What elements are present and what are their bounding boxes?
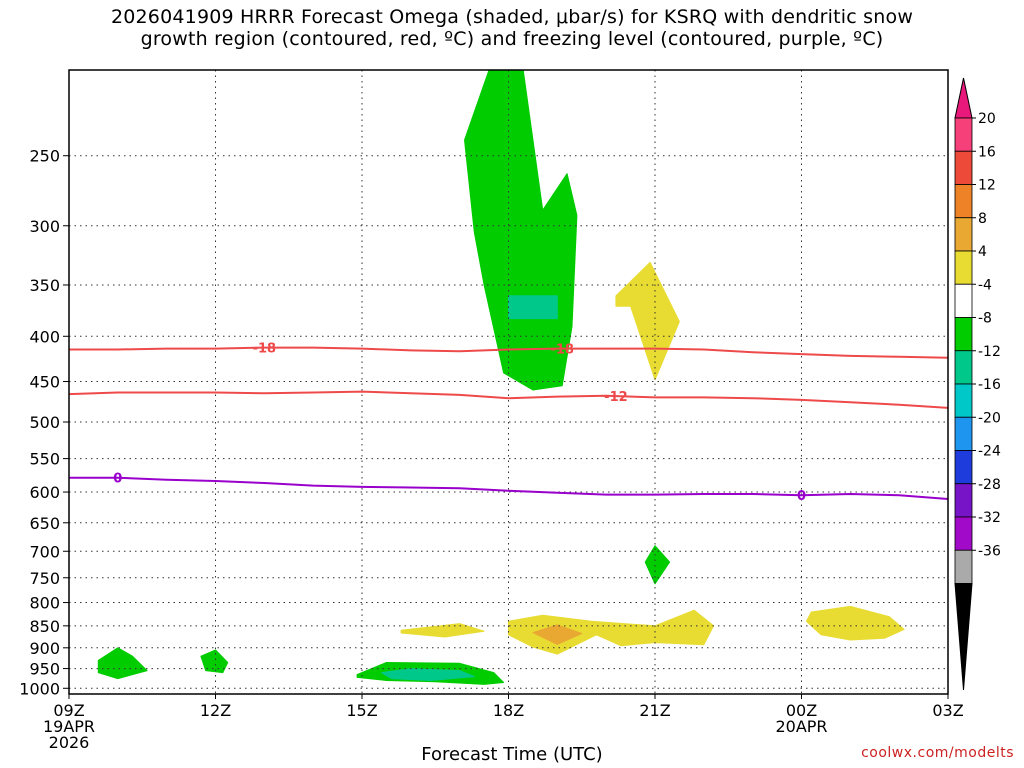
colorbar-bin-11	[954, 483, 973, 518]
colorbar-bin-9	[954, 416, 973, 451]
omega-region-1	[508, 295, 558, 320]
colorbar-bin-0	[954, 117, 973, 152]
y-tick-label-650: 650	[29, 514, 60, 533]
contour-label-0-1: 0	[797, 489, 806, 504]
credit-text: coolwx.com/modelts	[861, 745, 1014, 761]
y-tick-label-550: 550	[29, 450, 60, 469]
chart-title: 2026041909 HRRR Forecast Omega (shaded, …	[0, 6, 1024, 50]
contour-label--18-1: -18	[550, 343, 574, 358]
y-tick-label-900: 900	[29, 639, 60, 658]
colorbar-label--12: -12	[978, 344, 1001, 360]
colorbar-label-4: 4	[978, 244, 987, 260]
y-tick-label-300: 300	[29, 217, 60, 236]
colorbar-label-16: 16	[978, 144, 996, 160]
y-tick-label-950: 950	[29, 660, 60, 679]
contour-line--18	[69, 346, 949, 359]
colorbar-label-20: 20	[978, 111, 996, 127]
omega-region-9	[200, 649, 229, 674]
colorbar-bin-6	[954, 317, 973, 352]
colorbar-bin-1	[954, 150, 973, 185]
colorbar-label--36: -36	[978, 543, 1001, 559]
x-tick-label-20APR: 20APR	[775, 717, 827, 736]
colorbar-label--20: -20	[978, 410, 1001, 426]
colorbar-bin-2	[954, 184, 973, 219]
x-tick-label-2026: 2026	[49, 733, 90, 752]
colorbar-bin-5	[954, 283, 973, 318]
x-tick-label-09Z: 09Z	[53, 701, 84, 720]
colorbar-label--8: -8	[978, 311, 992, 327]
omega-region-7	[805, 605, 905, 641]
colorbar-bin-12	[954, 516, 973, 551]
y-tick-label-250: 250	[29, 147, 60, 166]
x-tick-label-00Z: 00Z	[786, 701, 817, 720]
colorbar-bin-13	[954, 549, 973, 584]
colorbar-label-12: 12	[978, 178, 996, 194]
x-tick-label-03Z: 03Z	[932, 701, 963, 720]
chart-title-line-2: growth region (contoured, red, ºC) and f…	[140, 28, 884, 50]
x-axis-label: Forecast Time (UTC)	[421, 744, 603, 765]
contour-line-0	[69, 476, 949, 500]
contour-line--12	[68, 390, 949, 409]
x-tick-label-18Z: 18Z	[493, 701, 524, 720]
y-tick-label-450: 450	[29, 373, 60, 392]
omega-region-4	[400, 623, 485, 638]
y-tick-label-400: 400	[29, 327, 60, 346]
colorbar-label--16: -16	[978, 377, 1001, 393]
colorbar-label-8: 8	[978, 211, 987, 227]
colorbar-bin-3	[954, 217, 973, 252]
contour-label--12-0: -12	[604, 390, 628, 405]
colorbar-bin-10	[954, 450, 973, 485]
x-tick-label-12Z: 12Z	[200, 701, 231, 720]
colorbar-label--28: -28	[978, 477, 1001, 493]
colorbar-bin-7	[954, 350, 973, 385]
colorbar-bin-8	[954, 383, 973, 418]
omega-region-6	[532, 624, 583, 645]
colorbar-label--4: -4	[978, 277, 992, 293]
colorbar-label--32: -32	[978, 510, 1001, 526]
x-tick-label-21Z: 21Z	[639, 701, 670, 720]
x-tick-label-19APR: 19APR	[43, 717, 95, 736]
y-tick-label-700: 700	[29, 542, 60, 561]
pressure-axis: 250 300 350 400 450 500 550 600 650 700 750 800 850 9…	[19, 147, 69, 698]
contour-label--18-0: -18	[253, 342, 277, 357]
x-tick-label-15Z: 15Z	[346, 701, 377, 720]
y-tick-label-850: 850	[29, 617, 60, 636]
omega-region-3	[644, 545, 671, 585]
y-tick-label-600: 600	[29, 483, 60, 502]
y-tick-label-800: 800	[29, 594, 60, 613]
y-tick-label-750: 750	[29, 569, 60, 588]
grid-layer	[68, 70, 949, 694]
y-tick-label-350: 350	[29, 276, 60, 295]
colorbar-top-arrow	[954, 77, 973, 119]
contour-layer: -18 -18 -12 0 0	[68, 342, 949, 504]
contour-label-0-0: 0	[113, 472, 122, 487]
chart-title-line-1: 2026041909 HRRR Forecast Omega (shaded, …	[110, 6, 914, 28]
y-tick-label-1000: 1000	[19, 679, 60, 698]
colorbar-bin-4	[954, 250, 973, 285]
colorbar-label--24: -24	[978, 444, 1001, 460]
omega-shading-layer	[97, 69, 905, 685]
colorbar-bottom-arrow	[954, 583, 973, 691]
omega-region-2	[615, 261, 680, 381]
y-tick-label-500: 500	[29, 413, 60, 432]
omega-region-8	[97, 647, 148, 680]
colorbar: 20 16 12 8 4 -4 -8 -12 -16 -20 -24 -28 -32 -36	[954, 77, 1001, 691]
